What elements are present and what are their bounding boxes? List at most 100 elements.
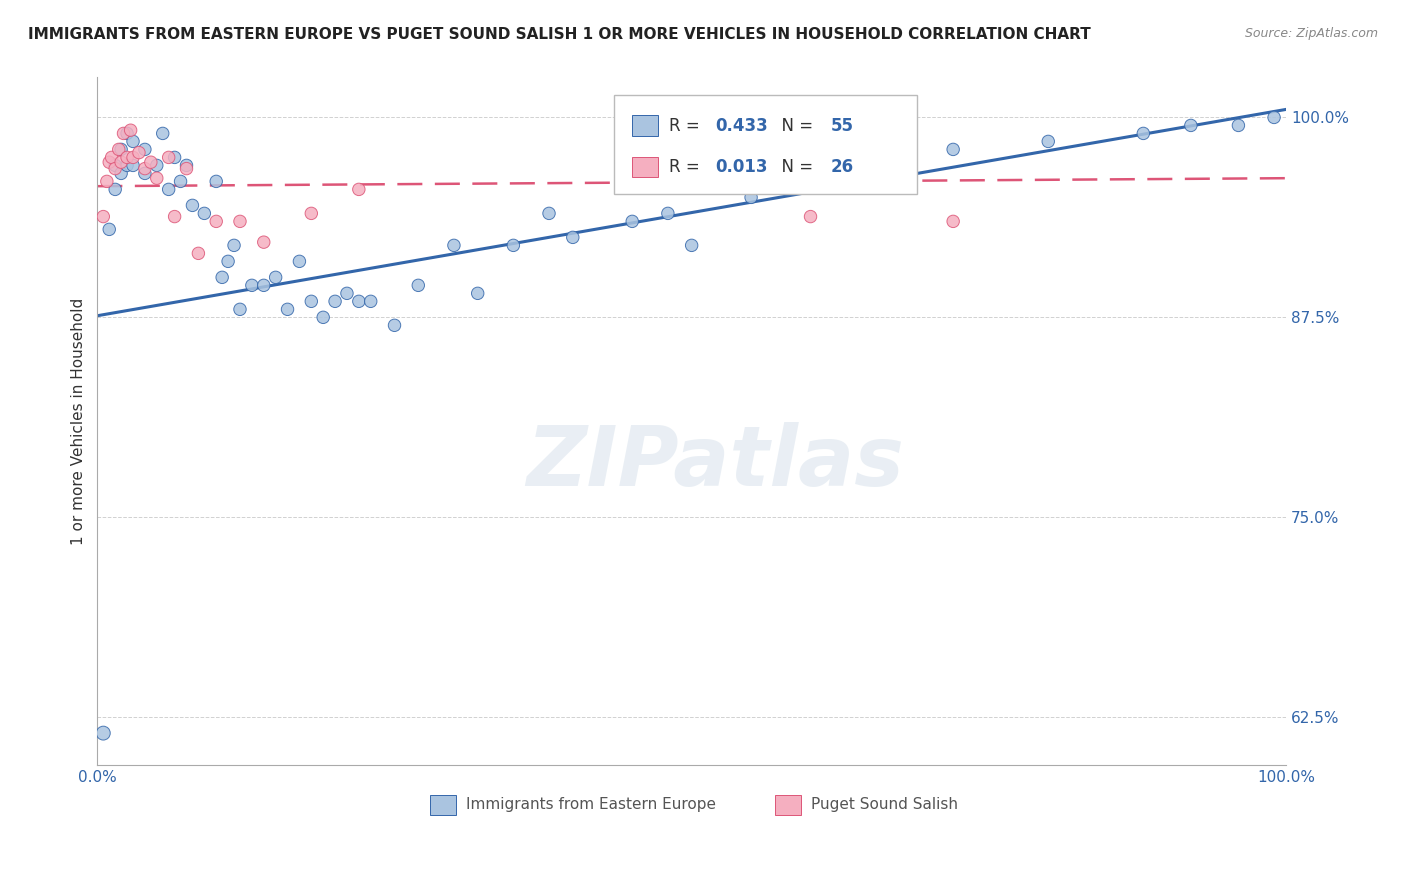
Point [163,150,186,164]
Text: R =: R = [669,158,704,176]
Point [229,302,252,317]
Point [122,158,145,172]
Point [288,254,311,268]
Point [443,238,465,252]
Point [104,182,127,196]
Point [98,222,121,236]
Point [110,166,132,180]
Point [277,302,299,317]
Point [312,310,335,325]
Point [299,294,322,309]
Point [96,174,118,188]
Point [181,198,204,212]
Point [107,142,129,156]
Point [112,127,135,141]
FancyBboxPatch shape [614,95,918,194]
Point [942,142,965,156]
Text: 55: 55 [831,117,853,135]
Point [205,214,228,228]
Point [799,210,821,224]
Point [253,235,276,249]
Point [128,145,150,160]
Point [134,161,156,176]
Point [859,158,882,172]
Point [1180,119,1202,133]
Point [157,182,180,196]
Point [360,294,382,309]
Point [104,161,127,176]
Point [163,210,186,224]
Point [384,318,406,333]
Point [240,278,263,293]
Point [110,155,132,169]
Text: N =: N = [772,117,818,135]
Point [942,214,965,228]
Point [122,150,145,164]
Point [621,214,644,228]
Text: 26: 26 [831,158,853,176]
Point [561,230,583,244]
Point [502,238,524,252]
Point [152,127,174,141]
Point [1038,135,1060,149]
Point [91,726,114,740]
Point [336,286,359,301]
Point [98,155,121,169]
Point [264,270,287,285]
Text: Source: ZipAtlas.com: Source: ZipAtlas.com [1244,27,1378,40]
Point [115,150,138,164]
Point [157,150,180,164]
Point [537,206,560,220]
Point [323,294,346,309]
Point [347,182,370,196]
Point [211,270,233,285]
Point [146,158,169,172]
Point [91,210,114,224]
Point [115,158,138,172]
Point [222,238,245,252]
Point [134,142,156,156]
Point [1263,111,1285,125]
Point [139,155,162,169]
Point [347,294,370,309]
Text: ZIPatlas: ZIPatlas [526,422,904,503]
Point [169,174,191,188]
Point [229,214,252,228]
Text: 0.013: 0.013 [716,158,768,176]
Text: 0.433: 0.433 [716,117,768,135]
Point [176,161,198,176]
Point [176,158,198,172]
Point [187,246,209,260]
Point [467,286,489,301]
Point [120,123,142,137]
Y-axis label: 1 or more Vehicles in Household: 1 or more Vehicles in Household [72,298,86,545]
Point [104,158,127,172]
Point [253,278,276,293]
Point [134,166,156,180]
Text: Immigrants from Eastern Europe: Immigrants from Eastern Europe [465,797,716,813]
Point [657,206,679,220]
Point [110,142,132,156]
Point [1132,127,1154,141]
Point [122,135,145,149]
Point [1227,119,1250,133]
Text: IMMIGRANTS FROM EASTERN EUROPE VS PUGET SOUND SALISH 1 OR MORE VEHICLES IN HOUSE: IMMIGRANTS FROM EASTERN EUROPE VS PUGET … [28,27,1091,42]
Text: Puget Sound Salish: Puget Sound Salish [810,797,957,813]
Point [217,254,239,268]
FancyBboxPatch shape [633,115,658,136]
Point [681,238,703,252]
Text: R =: R = [669,117,704,135]
Point [146,171,169,186]
FancyBboxPatch shape [633,156,658,178]
FancyBboxPatch shape [430,796,457,814]
FancyBboxPatch shape [775,796,801,814]
Point [193,206,215,220]
Point [115,127,138,141]
Point [406,278,429,293]
Point [823,150,845,164]
Text: N =: N = [772,158,818,176]
Point [299,206,322,220]
Point [740,190,762,204]
Point [100,150,122,164]
Point [205,174,228,188]
